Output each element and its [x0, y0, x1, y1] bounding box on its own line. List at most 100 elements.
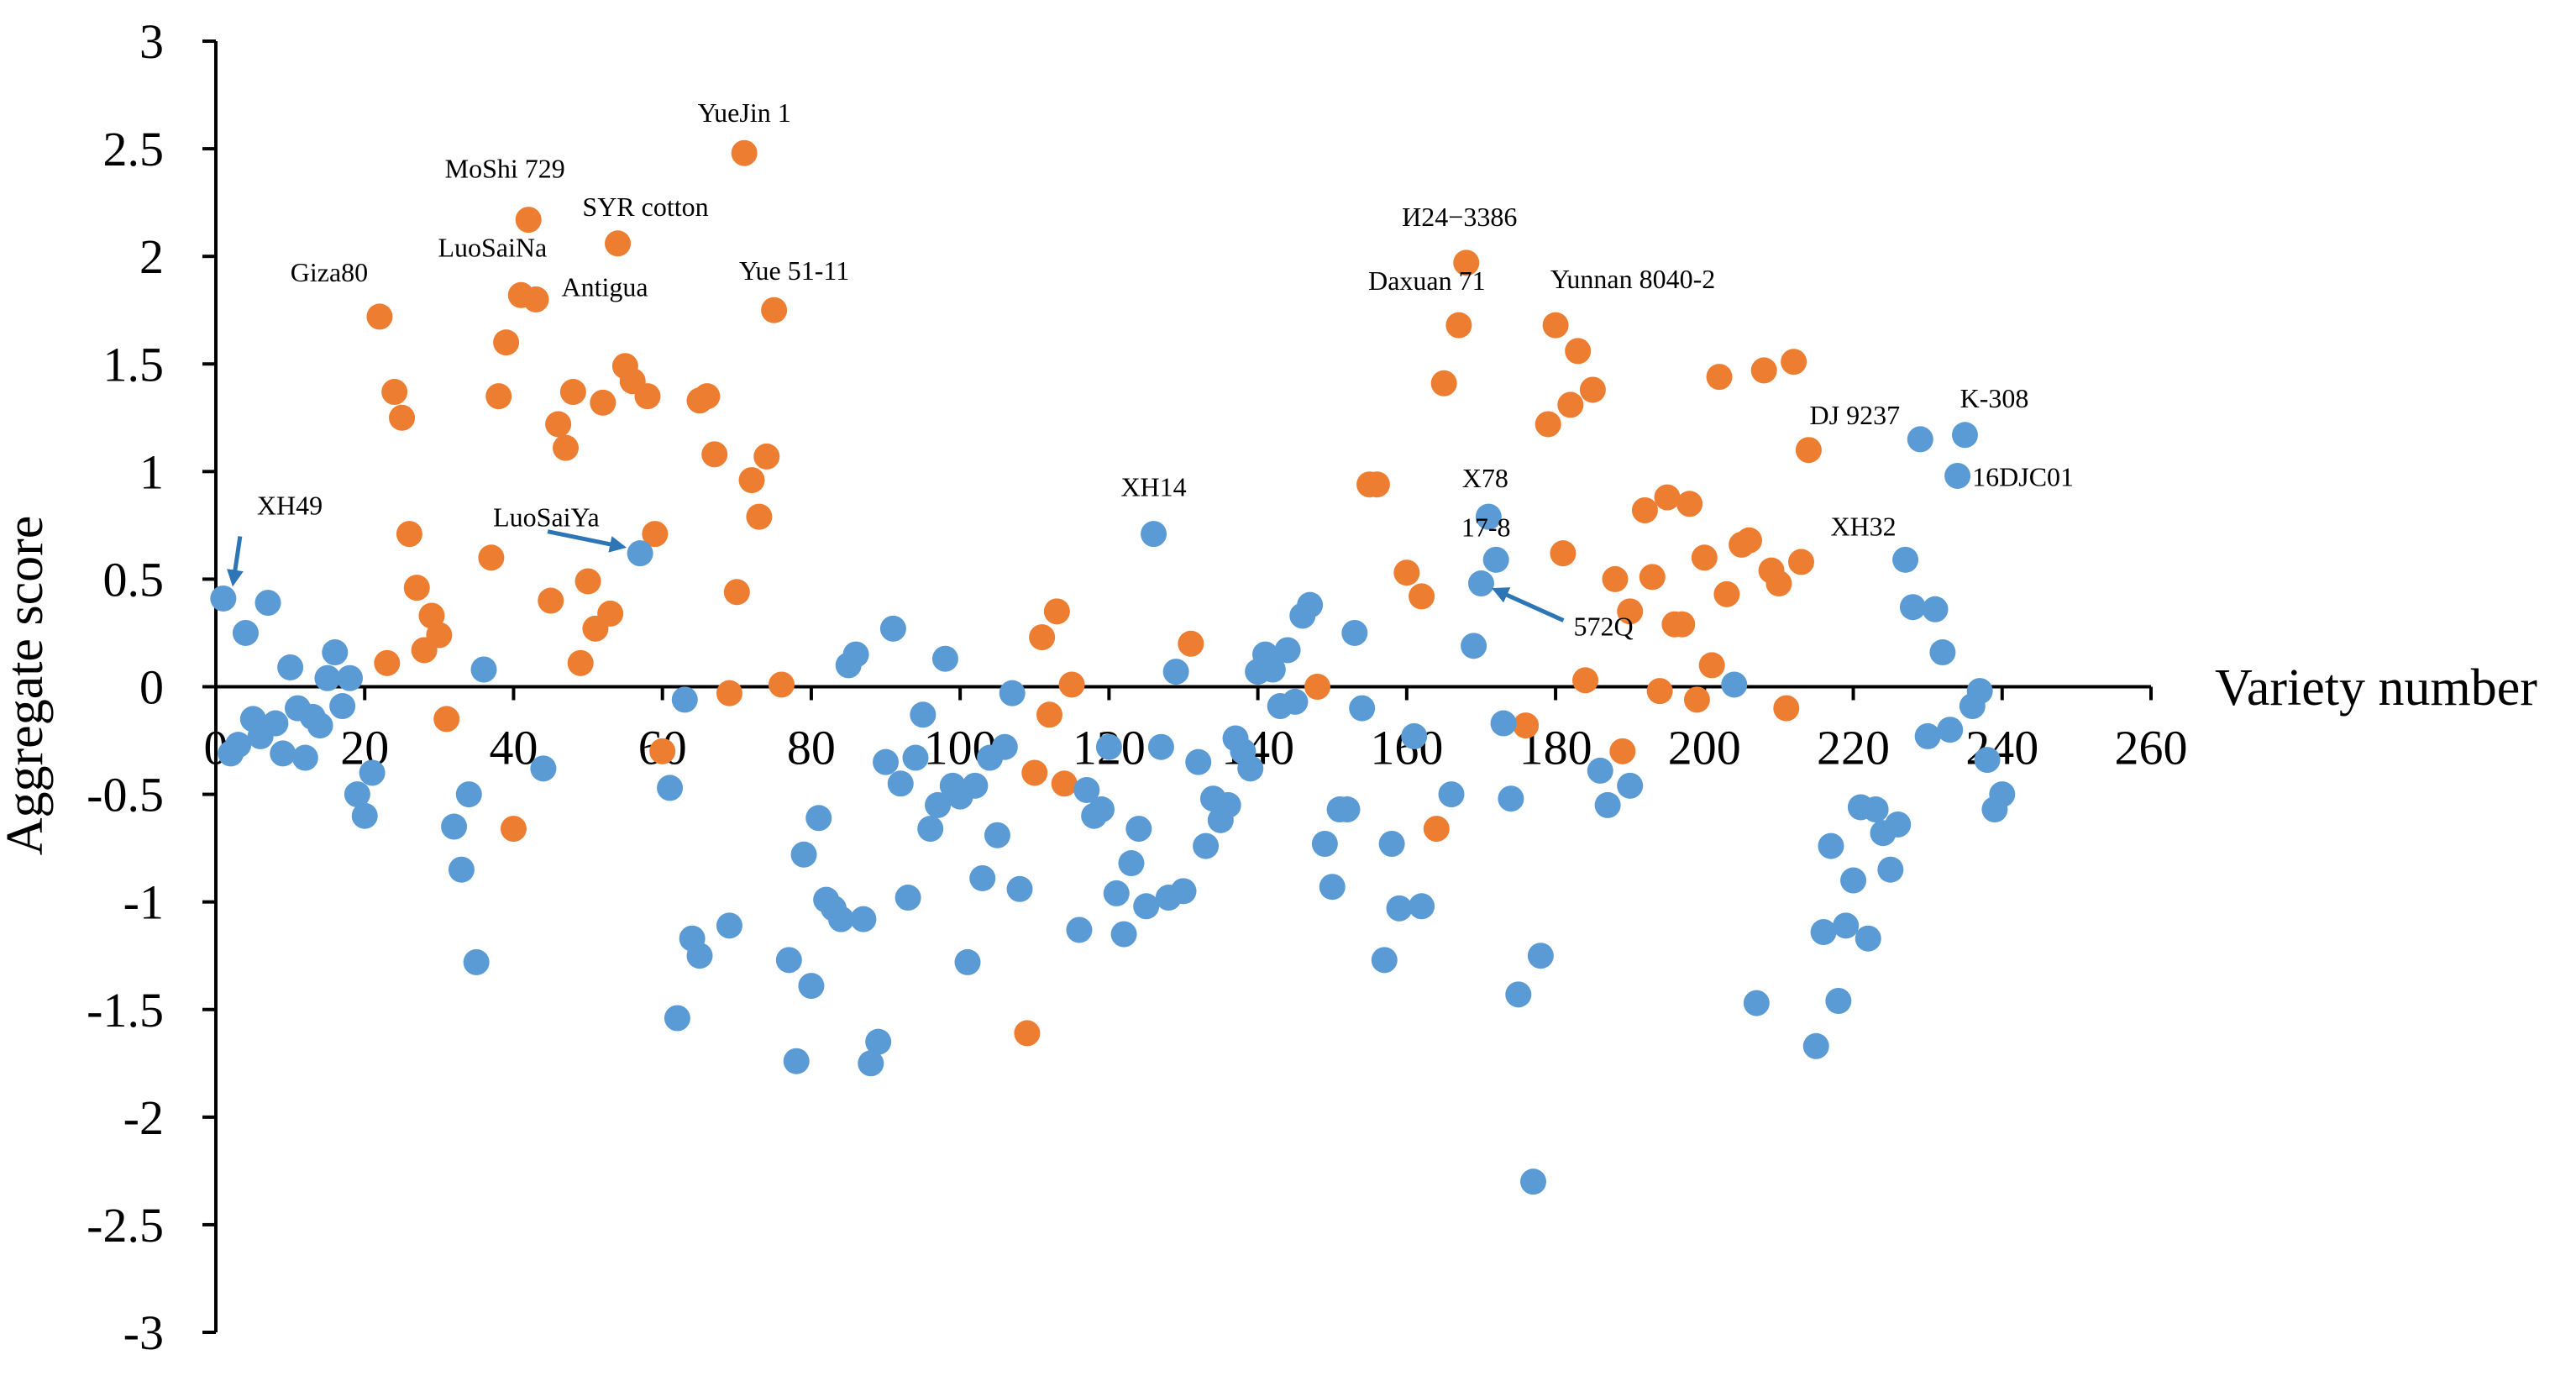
orange-data-point: [1788, 549, 1815, 575]
blue-data-point: [1974, 747, 2001, 774]
blue-data-point: [1810, 919, 1837, 946]
blue-data-point: [1259, 656, 1286, 683]
orange-data-point: [1036, 701, 1062, 728]
y-tick-label: -1: [123, 875, 164, 930]
orange-data-point: [694, 383, 721, 410]
blue-data-point: [1877, 856, 1904, 883]
annotation-24-3386: И24−3386: [1402, 202, 1517, 232]
orange-data-point: [1765, 570, 1792, 597]
orange-data-point: [1058, 671, 1085, 698]
blue-data-point: [277, 654, 304, 680]
orange-data-point: [716, 680, 742, 706]
blue-data-point: [1371, 947, 1398, 974]
blue-data-point: [873, 748, 900, 775]
blue-data-point: [1162, 659, 1189, 685]
blue-data-point: [1237, 755, 1264, 782]
annotation-yue-51-11: Yue 51-11: [739, 255, 849, 286]
blue-data-point: [1944, 462, 1971, 489]
blue-data-point: [1349, 695, 1376, 722]
y-tick-label: -3: [123, 1305, 164, 1360]
blue-data-point: [895, 885, 921, 911]
y-tick-label: 0.5: [103, 552, 165, 607]
blue-data-point: [850, 906, 877, 932]
blue-data-point: [1341, 619, 1368, 646]
annotation-daxuan-71: Daxuan 71: [1368, 265, 1486, 296]
blue-data-point: [463, 948, 490, 975]
orange-data-point: [1750, 357, 1777, 384]
orange-data-point: [1646, 678, 1673, 705]
blue-data-point: [270, 740, 296, 767]
x-tick-label: 220: [1817, 721, 1890, 775]
orange-data-point: [396, 521, 422, 548]
blue-data-point: [1892, 546, 1919, 573]
blue-data-point: [716, 912, 742, 939]
blue-data-point: [664, 1005, 690, 1032]
x-tick-label: 40: [489, 721, 538, 775]
blue-data-point: [1141, 521, 1167, 548]
annotation-k-308: K-308: [1960, 383, 2029, 413]
orange-data-point: [574, 568, 601, 595]
blue-data-point: [627, 540, 653, 567]
orange-data-point: [1698, 652, 1725, 679]
blue-data-point: [827, 906, 854, 932]
blue-data-point: [1089, 796, 1115, 823]
annotation-luosaiya: LuoSaiYa: [493, 502, 600, 533]
blue-data-point: [1482, 546, 1509, 573]
blue-data-point: [1118, 850, 1145, 877]
annotation-x78: X78: [1462, 463, 1508, 493]
blue-data-point: [1073, 776, 1100, 803]
orange-data-point: [545, 411, 572, 438]
blue-data-point: [1966, 678, 1993, 705]
y-tick-label: 2: [139, 229, 164, 284]
arrow-xh49: [227, 536, 244, 587]
blue-data-point: [999, 680, 1026, 706]
blue-data-point: [805, 805, 832, 832]
blue-data-point: [344, 781, 370, 808]
blue-data-point: [783, 1048, 810, 1074]
orange-data-point: [552, 434, 579, 461]
blue-data-point: [225, 732, 252, 759]
orange-data-point: [515, 207, 542, 234]
orange-data-point: [1631, 496, 1658, 523]
orange-data-point: [500, 816, 527, 843]
blue-data-point: [322, 639, 349, 666]
y-tick-label: -2: [123, 1090, 164, 1145]
blue-data-point: [1311, 831, 1338, 858]
blue-data-point: [1914, 722, 1941, 749]
orange-data-point: [1029, 624, 1056, 651]
x-ticks: 020406080100120140160180200220240260: [204, 686, 2188, 775]
orange-data-point: [1683, 686, 1710, 713]
y-tick-label: 1.5: [103, 337, 165, 391]
orange-data-point: [1602, 565, 1629, 592]
blue-data-point: [865, 1028, 892, 1055]
orange-data-point: [478, 544, 505, 571]
blue-data-point: [1133, 893, 1160, 920]
blue-data-point: [887, 770, 914, 797]
orange-data-point: [761, 297, 788, 323]
blue-data-point: [530, 755, 557, 782]
orange-data-point: [1550, 540, 1577, 567]
blue-data-point: [329, 693, 356, 720]
blue-data-point: [1989, 781, 2016, 808]
orange-data-point: [1617, 598, 1644, 625]
orange-data-point: [1513, 712, 1540, 739]
blue-data-point: [1594, 791, 1621, 818]
blue-data-point: [1617, 772, 1644, 799]
orange-data-point: [366, 303, 393, 330]
blue-data-point: [1498, 785, 1524, 812]
orange-data-point: [1453, 249, 1480, 276]
annotations: XH49 LuoSaiYa 572Q Giza80 LuoSaiNa MoShi 729 A…: [227, 97, 2074, 642]
orange-data-point: [1713, 580, 1740, 607]
blue-data-point: [1438, 781, 1465, 808]
orange-data-point: [1609, 738, 1636, 764]
y-ticks: 3 2.5 2 1.5 1 0.5 0 -0.5 -1 -1.5 -2 -2.5 -3: [87, 14, 216, 1360]
blue-data-point: [991, 733, 1018, 760]
orange-data-point: [1021, 759, 1048, 786]
y-tick-label: 0: [139, 660, 164, 715]
orange-data-point: [1579, 376, 1606, 403]
blue-data-point: [1386, 895, 1413, 922]
blue-data-point: [775, 947, 802, 974]
orange-data-point: [1706, 364, 1733, 391]
orange-data-point: [381, 379, 408, 406]
y-tick-label: -2.5: [87, 1198, 164, 1253]
